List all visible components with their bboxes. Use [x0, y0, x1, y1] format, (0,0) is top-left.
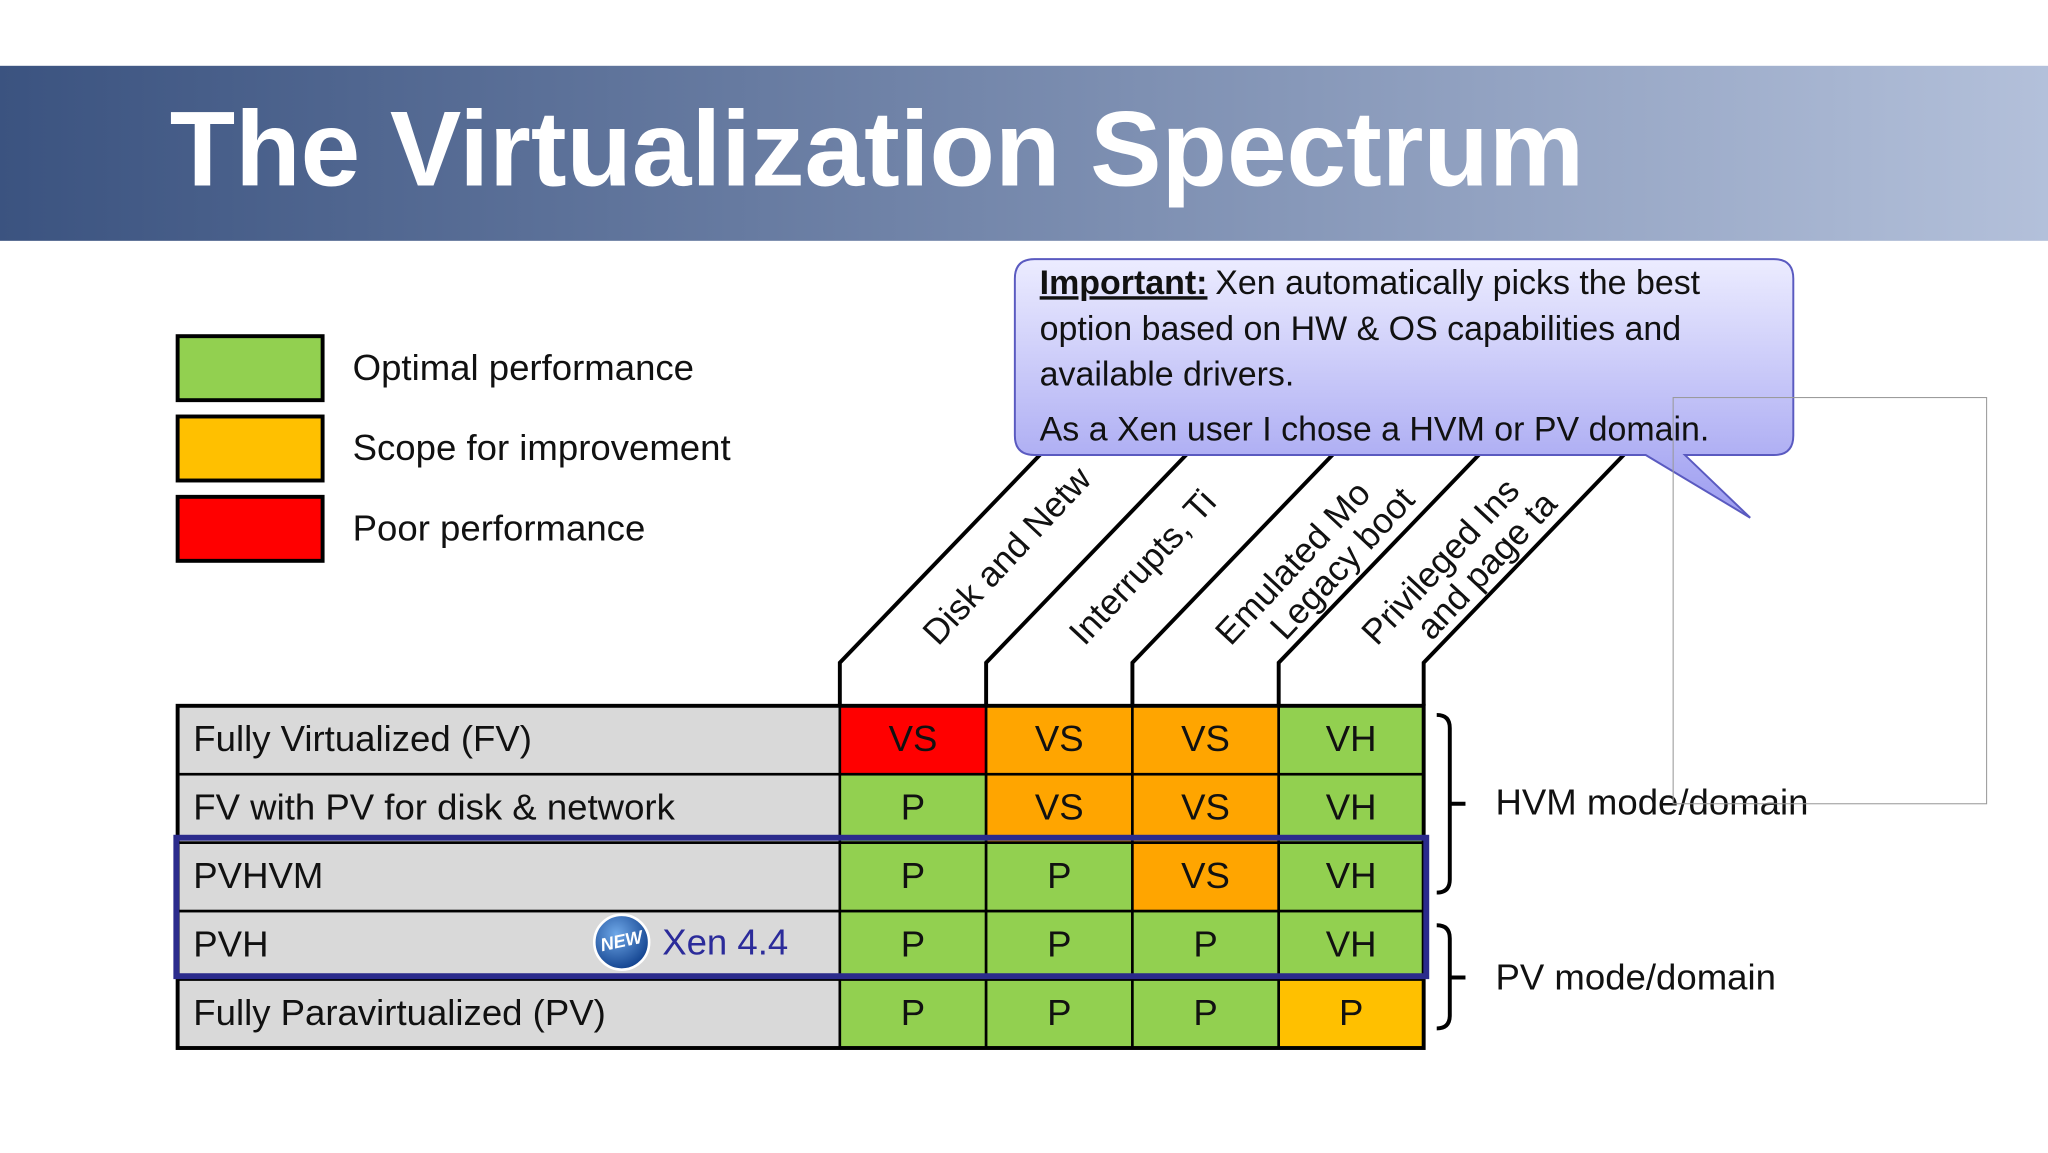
cell-value: P: [1193, 923, 1217, 964]
cell-value: VH: [1326, 786, 1377, 827]
cell-value: VS: [1181, 786, 1230, 827]
cell-value: P: [901, 923, 925, 964]
column-divider: [1276, 417, 1516, 706]
badge-text: Xen 4.4: [662, 921, 788, 962]
cell-value: P: [1047, 855, 1071, 896]
row-label-cell: [176, 978, 842, 1050]
cell: [838, 909, 988, 981]
cell-value: VH: [1326, 923, 1377, 964]
cell: [838, 841, 988, 913]
cell-value: VS: [1035, 786, 1084, 827]
row-label-cell: [176, 772, 842, 844]
callout-lead: Important:: [1040, 264, 1208, 302]
legend-label: Scope for improvement: [353, 427, 731, 468]
cell-value: P: [1339, 992, 1363, 1033]
group-label: HVM mode/domain: [1496, 782, 1809, 823]
row-label: PVHVM: [193, 855, 323, 896]
row-label: FV with PV for disk & network: [193, 786, 675, 827]
callout-line: available drivers.: [1040, 356, 1295, 394]
cell: [1131, 841, 1280, 913]
callout-box: [1013, 258, 1795, 519]
callout-text: Xen automatically picks the best: [1215, 264, 1700, 302]
placeholder-frame: [1672, 397, 1988, 805]
row-label: Fully Paravirtualized (PV): [193, 992, 605, 1033]
column-divider: [1421, 417, 1661, 706]
column-divider: [1130, 417, 1369, 706]
column-divider: [837, 417, 1077, 706]
cell-value: P: [1193, 992, 1217, 1033]
cell: [1277, 978, 1425, 1050]
cell: [1277, 772, 1425, 844]
callout-line: As a Xen user I chose a HVM or PV domain…: [1040, 410, 1710, 448]
bracket: [1436, 712, 1466, 895]
cell-value: VH: [1326, 718, 1377, 759]
cell-value: VS: [1035, 718, 1084, 759]
cell-value: P: [1047, 992, 1071, 1033]
cell-value: VS: [1181, 718, 1230, 759]
column-divider: [984, 417, 1223, 706]
callout: Important: Xen automatically picks the be…: [1013, 258, 1795, 519]
cell-value: P: [901, 992, 925, 1033]
row-label-cell: [176, 841, 842, 913]
cell: [984, 909, 1134, 981]
callout-line: option based on HW & OS capabilities and: [1040, 310, 1681, 348]
legend-swatch: [175, 414, 325, 483]
legend-label: Poor performance: [353, 507, 646, 548]
cell: [1131, 704, 1280, 776]
cell-value: P: [901, 855, 925, 896]
highlight-box: [173, 834, 1430, 980]
header-band: [0, 65, 2048, 241]
column-header: Interrupts, Ti: [1062, 482, 1224, 652]
bracket: [1436, 923, 1466, 1031]
cell-value: P: [901, 786, 925, 827]
group-label: PV mode/domain: [1496, 957, 1776, 998]
cell: [1277, 841, 1425, 913]
new-badge: [592, 913, 651, 971]
row-label: Fully Virtualized (FV): [193, 718, 532, 759]
cell-value: VS: [1181, 855, 1230, 896]
cell-value: VH: [1326, 855, 1377, 896]
cell: [984, 704, 1134, 776]
legend-swatch: [175, 494, 325, 563]
callout-line: Important: Xen automatically picks the be…: [1040, 264, 1701, 302]
legend-label: Optimal performance: [353, 347, 694, 388]
cell: [1131, 978, 1280, 1050]
row-label: PVH: [193, 923, 268, 964]
legend-swatch: [175, 334, 325, 403]
cell: [1277, 704, 1425, 776]
cell-value: P: [1047, 923, 1071, 964]
title: The Virtualization Spectrum: [170, 89, 1584, 209]
cell-value: VS: [889, 718, 938, 759]
cell: [984, 841, 1134, 913]
